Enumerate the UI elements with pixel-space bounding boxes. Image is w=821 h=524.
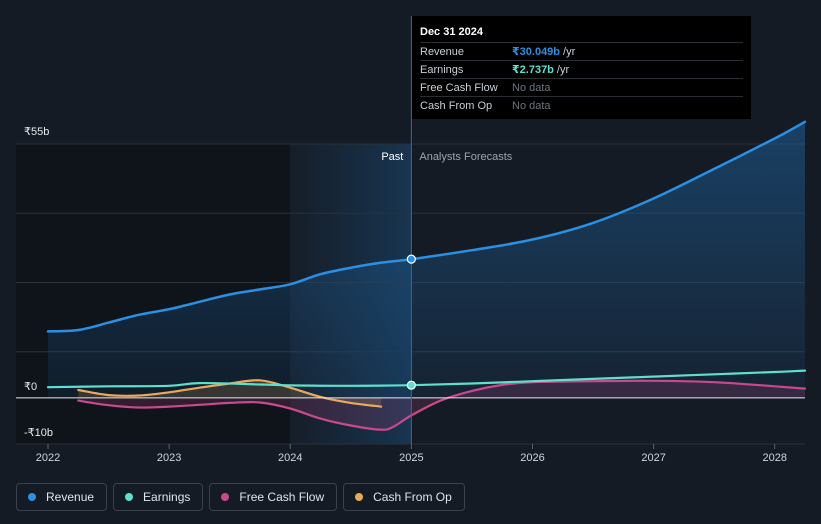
tooltip-label: Earnings bbox=[420, 63, 464, 76]
tooltip-row-earnings: Earnings ₹2.737b /yr bbox=[420, 60, 743, 78]
x-tick-label: 2022 bbox=[36, 452, 60, 464]
legend-label: Revenue bbox=[46, 490, 95, 504]
legend-label: Free Cash Flow bbox=[239, 490, 325, 504]
tooltip-unit: /yr bbox=[563, 45, 576, 58]
x-tick-label: 2024 bbox=[278, 452, 302, 464]
x-tick-label: 2025 bbox=[399, 452, 423, 464]
tooltip-value: No data bbox=[512, 81, 551, 94]
x-tick-label: 2027 bbox=[641, 452, 665, 464]
tooltip-row-free-cash-flow: Free Cash Flow No data bbox=[420, 78, 743, 96]
revenue-marker bbox=[406, 254, 416, 264]
tooltip-date: Dec 31 2024 bbox=[420, 26, 483, 38]
earnings-marker bbox=[406, 380, 416, 390]
tooltip-value: No data bbox=[512, 99, 551, 112]
tooltip-row-revenue: Revenue ₹30.049b /yr bbox=[420, 42, 743, 60]
y-axis-top-label: ₹55b bbox=[24, 126, 49, 138]
free-cash-flow-line bbox=[77, 379, 807, 431]
tooltip-row-cash-from-op: Cash From Op No data bbox=[420, 96, 743, 114]
tooltip: Dec 31 2024 Revenue ₹30.049b /yr Earning… bbox=[412, 16, 751, 119]
legend-label: Cash From Op bbox=[373, 490, 452, 504]
free-cash-flow-area bbox=[78, 380, 806, 430]
revenue-area bbox=[48, 121, 805, 398]
tooltip-unit: /yr bbox=[556, 63, 570, 76]
legend-item-free-cash-flow[interactable]: Free Cash Flow bbox=[209, 483, 338, 511]
x-tick-label: 2023 bbox=[157, 452, 181, 464]
legend-item-cash-from-op[interactable]: Cash From Op bbox=[343, 483, 465, 511]
past-label: Past bbox=[381, 151, 403, 163]
tooltip-label: Revenue bbox=[420, 45, 465, 58]
x-axis: 2022 2023 2024 2025 2026 2027 2028 bbox=[36, 444, 787, 464]
y-axis-bottom-label: -₹10b bbox=[24, 427, 53, 439]
legend-dot-icon bbox=[125, 493, 134, 501]
y-axis-zero-label: ₹0 bbox=[24, 381, 37, 393]
revenue-line bbox=[46, 120, 807, 333]
tooltip-value: ₹2.737b bbox=[512, 64, 554, 76]
legend: Revenue Earnings Free Cash Flow Cash Fro… bbox=[16, 483, 465, 511]
series-layer bbox=[16, 120, 807, 431]
legend-item-revenue[interactable]: Revenue bbox=[16, 483, 108, 511]
tooltip-label: Cash From Op bbox=[420, 99, 493, 112]
cash-from-op-area bbox=[78, 380, 382, 407]
legend-dot-icon bbox=[221, 493, 230, 501]
tooltip-value: ₹30.049b bbox=[512, 46, 561, 58]
markers bbox=[406, 254, 416, 390]
x-tick-label: 2026 bbox=[520, 452, 544, 464]
x-tick-label: 2028 bbox=[762, 452, 786, 464]
legend-item-earnings[interactable]: Earnings bbox=[113, 483, 204, 511]
legend-label: Earnings bbox=[143, 490, 191, 504]
forecast-label: Analysts Forecasts bbox=[419, 151, 512, 163]
legend-dot-icon bbox=[355, 493, 364, 501]
legend-dot-icon bbox=[28, 493, 36, 501]
tooltip-label: Free Cash Flow bbox=[420, 81, 498, 94]
